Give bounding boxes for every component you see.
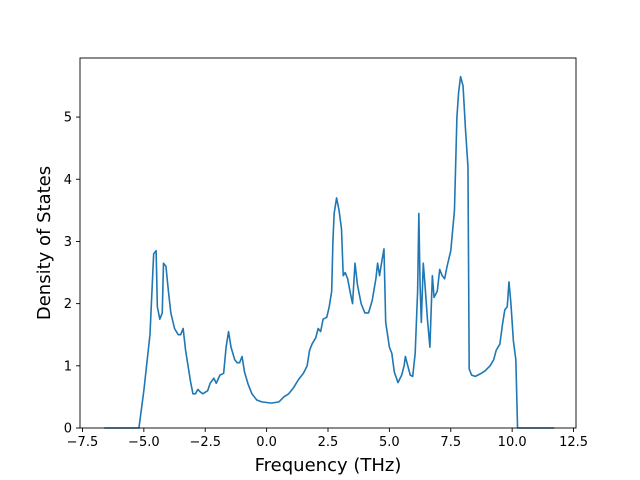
x-axis-ticks: −7.5 −5.0 −2.5 0.0 2.5 5.0 7.5 10.0 12.5	[67, 428, 588, 450]
y-tick-label: 1	[64, 359, 72, 374]
x-tick-label: −2.5	[189, 435, 221, 450]
y-axis-title: Density of States	[34, 166, 55, 320]
x-tick-label: −7.5	[67, 435, 99, 450]
x-tick-label: 5.0	[379, 435, 400, 450]
y-tick-label: 0	[64, 422, 72, 437]
x-tick-label: 10.0	[498, 435, 527, 450]
dos-series-line	[103, 75, 555, 429]
x-tick-label: −5.0	[128, 435, 160, 450]
y-tick-label: 3	[64, 235, 72, 250]
x-tick-label: 2.5	[318, 435, 339, 450]
x-tick-label: 12.5	[559, 435, 588, 450]
x-tick-label: 7.5	[440, 435, 461, 450]
y-tick-label: 4	[64, 173, 72, 188]
x-axis-title: Frequency (THz)	[255, 455, 402, 476]
y-tick-label: 5	[64, 111, 72, 126]
x-tick-label: 0.0	[256, 435, 277, 450]
y-tick-label: 2	[64, 297, 72, 312]
plot-area	[103, 75, 555, 429]
y-axis-ticks: 0 1 2 3 4 5	[64, 111, 80, 437]
